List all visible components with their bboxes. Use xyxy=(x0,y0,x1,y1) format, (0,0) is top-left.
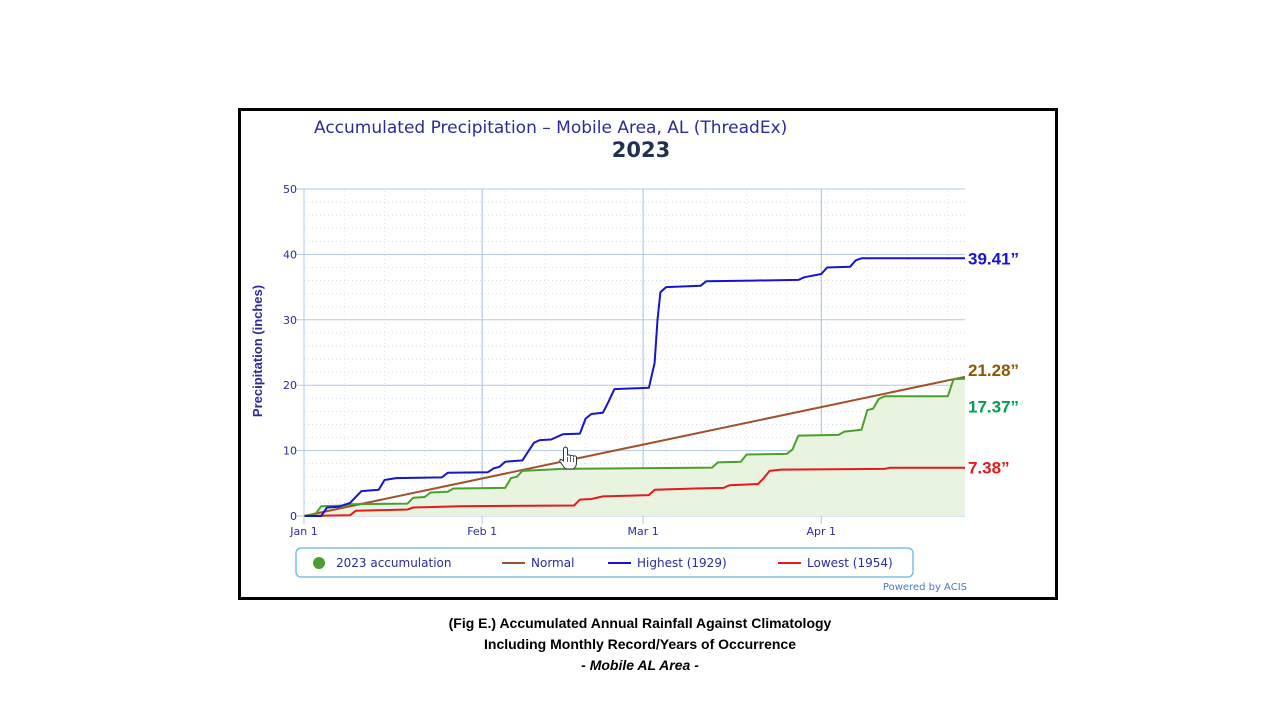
figure-caption-line-2: Including Monthly Record/Years of Occurr… xyxy=(484,636,796,652)
legend-marker-dot xyxy=(313,557,325,569)
series-lines xyxy=(303,257,966,517)
area-fill xyxy=(304,378,965,516)
series-line-normal xyxy=(303,375,966,517)
x-tick-label: Mar 1 xyxy=(627,525,658,538)
legend-item: Normal xyxy=(502,556,574,570)
chart-frame: Accumulated Precipitation – Mobile Area,… xyxy=(238,108,1058,600)
legend-label: Lowest (1954) xyxy=(807,556,893,570)
y-tick-label: 0 xyxy=(290,510,297,523)
y-tick-label: 50 xyxy=(283,183,297,196)
y-tick-label: 40 xyxy=(283,248,297,261)
legend: 2023 accumulation Normal Highest (1929) Low… xyxy=(295,547,914,578)
y-tick-label: 10 xyxy=(283,445,297,458)
x-tick-label: Apr 1 xyxy=(807,525,837,538)
end-value-label: 7.38” xyxy=(968,459,1010,478)
legend-label: 2023 accumulation xyxy=(336,556,451,570)
legend-box xyxy=(295,547,914,578)
area-2023-accumulation xyxy=(304,378,965,516)
y-axis-label: Precipitation (inches) xyxy=(250,285,265,417)
end-value-label: 39.41” xyxy=(968,249,1019,268)
axes: 0 10 20 30 40 50 Jan 1 Feb 1 Mar 1 Apr 1 xyxy=(283,183,836,538)
credit-text: Powered by ACIS xyxy=(883,582,967,593)
end-value-label: 17.37” xyxy=(968,397,1019,416)
chart: Accumulated Precipitation – Mobile Area,… xyxy=(250,118,1019,593)
figure-caption-line-1: (Fig E.) Accumulated Annual Rainfall Aga… xyxy=(448,615,832,631)
y-tick-label: 30 xyxy=(283,314,297,327)
legend-label: Normal xyxy=(531,556,574,570)
legend-item: Highest (1929) xyxy=(608,556,727,570)
legend-label: Highest (1929) xyxy=(637,556,727,570)
end-labels: 39.41” 21.28” 17.37” 7.38” xyxy=(968,249,1019,477)
x-tick-label: Feb 1 xyxy=(467,525,497,538)
series-line-lowest-1954 xyxy=(303,466,965,517)
figure-caption-line-3: - Mobile AL Area - xyxy=(581,657,699,673)
end-value-label: 21.28” xyxy=(968,361,1019,380)
legend-item: 2023 accumulation xyxy=(313,556,451,570)
legend-item: Lowest (1954) xyxy=(778,556,893,570)
chart-title: Accumulated Precipitation – Mobile Area,… xyxy=(314,118,787,138)
y-tick-label: 20 xyxy=(283,379,297,392)
hand-pointer-icon xyxy=(559,446,577,470)
series-line-2023-accumulation xyxy=(303,377,966,517)
x-tick-label: Jan 1 xyxy=(289,525,317,538)
chart-subtitle: 2023 xyxy=(612,138,670,162)
series-line-highest-1929 xyxy=(304,257,965,517)
